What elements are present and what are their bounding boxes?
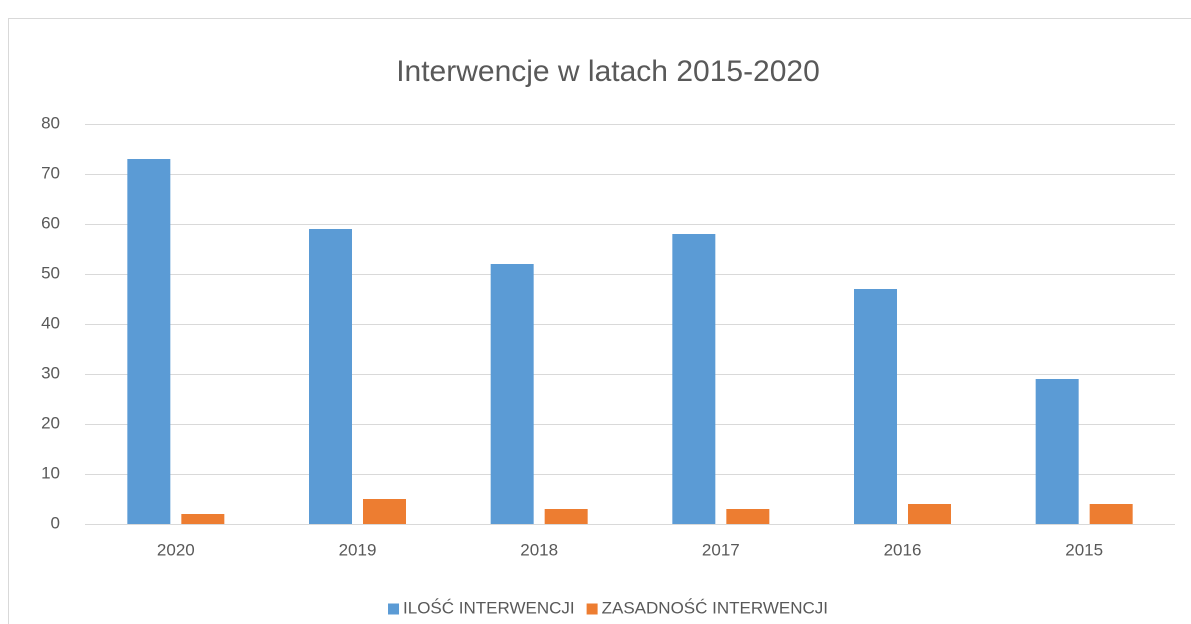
y-tick-label: 80 [41,113,60,132]
y-tick-label: 40 [41,313,60,332]
y-tick-label: 30 [41,363,60,382]
y-tick-label: 60 [41,213,60,232]
legend-label: ZASADNOŚĆ INTERWENCJI [602,598,828,617]
legend-swatch [586,603,598,615]
legend-swatch [388,603,400,615]
y-tick-label: 50 [41,263,60,282]
bar [726,509,770,524]
bar [854,289,897,524]
bar [181,514,225,524]
chart-border [8,18,1191,624]
bar [127,159,171,524]
y-tick-label: 70 [41,163,60,182]
bar [908,504,951,524]
y-tick-label: 10 [41,463,60,482]
bar [1089,504,1133,524]
x-tick-label: 2018 [520,540,558,559]
x-tick-label: 2015 [1065,540,1103,559]
x-tick-label: 2016 [884,540,922,559]
x-tick-label: 2020 [157,540,195,559]
bar [490,264,534,524]
bar [672,234,716,524]
legend-item: ZASADNOŚĆ INTERWENCJI [586,598,828,617]
bar [544,509,588,524]
bar [309,229,352,524]
y-tick-label: 20 [41,413,60,432]
bar [1035,379,1079,524]
x-tick-label: 2017 [702,540,740,559]
legend-item: ILOŚĆ INTERWENCJI [388,598,575,617]
bar [363,499,406,524]
legend-label: ILOŚĆ INTERWENCJI [403,598,575,617]
x-tick-label: 2019 [339,540,377,559]
chart-title: Interwencje w latach 2015-2020 [396,55,820,88]
y-tick-label: 0 [51,513,60,532]
